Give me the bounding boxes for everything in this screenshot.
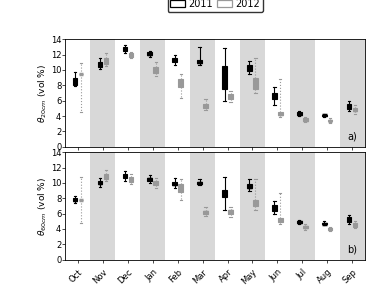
Bar [140, 39, 165, 147]
Bar [290, 39, 315, 147]
Bar [91, 152, 115, 260]
Bar [91, 39, 115, 147]
PathPatch shape [222, 190, 227, 197]
Bar [115, 39, 140, 147]
PathPatch shape [147, 178, 152, 181]
Bar [240, 39, 265, 147]
Y-axis label: $\theta_{20cm}$ (vol %): $\theta_{20cm}$ (vol %) [37, 63, 49, 123]
Bar [165, 39, 190, 147]
PathPatch shape [347, 217, 352, 222]
PathPatch shape [203, 210, 208, 214]
Text: a): a) [347, 131, 357, 141]
Bar [265, 39, 290, 147]
PathPatch shape [228, 210, 233, 214]
PathPatch shape [123, 47, 127, 51]
Bar [165, 152, 190, 260]
PathPatch shape [278, 218, 283, 222]
Bar [240, 152, 265, 260]
Bar [265, 152, 290, 260]
PathPatch shape [303, 118, 307, 121]
PathPatch shape [172, 58, 177, 62]
PathPatch shape [247, 185, 252, 188]
PathPatch shape [203, 104, 208, 108]
Bar [340, 39, 365, 147]
PathPatch shape [328, 228, 332, 230]
Bar [190, 152, 215, 260]
PathPatch shape [73, 78, 77, 85]
PathPatch shape [197, 60, 202, 63]
Legend: 2011, 2012: 2011, 2012 [168, 0, 263, 12]
PathPatch shape [153, 181, 158, 185]
PathPatch shape [153, 67, 158, 73]
Bar [65, 152, 91, 260]
PathPatch shape [98, 62, 102, 67]
PathPatch shape [172, 182, 177, 185]
PathPatch shape [272, 93, 277, 99]
PathPatch shape [98, 181, 102, 185]
PathPatch shape [253, 200, 258, 206]
PathPatch shape [322, 223, 327, 224]
PathPatch shape [222, 66, 227, 89]
Bar [65, 39, 91, 147]
PathPatch shape [123, 174, 127, 178]
PathPatch shape [278, 112, 283, 115]
PathPatch shape [353, 108, 358, 111]
PathPatch shape [247, 65, 252, 71]
PathPatch shape [197, 182, 202, 184]
PathPatch shape [322, 114, 327, 116]
PathPatch shape [129, 177, 133, 182]
PathPatch shape [228, 94, 233, 99]
PathPatch shape [178, 79, 183, 87]
PathPatch shape [297, 221, 301, 223]
Bar [215, 152, 240, 260]
PathPatch shape [104, 175, 108, 179]
PathPatch shape [272, 205, 277, 210]
Bar [190, 39, 215, 147]
Bar [340, 152, 365, 260]
Text: b): b) [347, 244, 357, 254]
PathPatch shape [147, 52, 152, 55]
PathPatch shape [178, 185, 183, 192]
PathPatch shape [73, 198, 77, 201]
Bar [115, 152, 140, 260]
PathPatch shape [253, 79, 258, 89]
Bar [290, 152, 315, 260]
PathPatch shape [303, 226, 307, 228]
Bar [315, 152, 340, 260]
PathPatch shape [347, 104, 352, 109]
Bar [215, 39, 240, 147]
PathPatch shape [104, 59, 108, 64]
PathPatch shape [353, 223, 358, 227]
PathPatch shape [297, 112, 301, 115]
PathPatch shape [129, 53, 133, 57]
PathPatch shape [328, 120, 332, 121]
Bar [315, 39, 340, 147]
Bar [140, 152, 165, 260]
Y-axis label: $\theta_{60cm}$ (vol %): $\theta_{60cm}$ (vol %) [37, 176, 49, 236]
